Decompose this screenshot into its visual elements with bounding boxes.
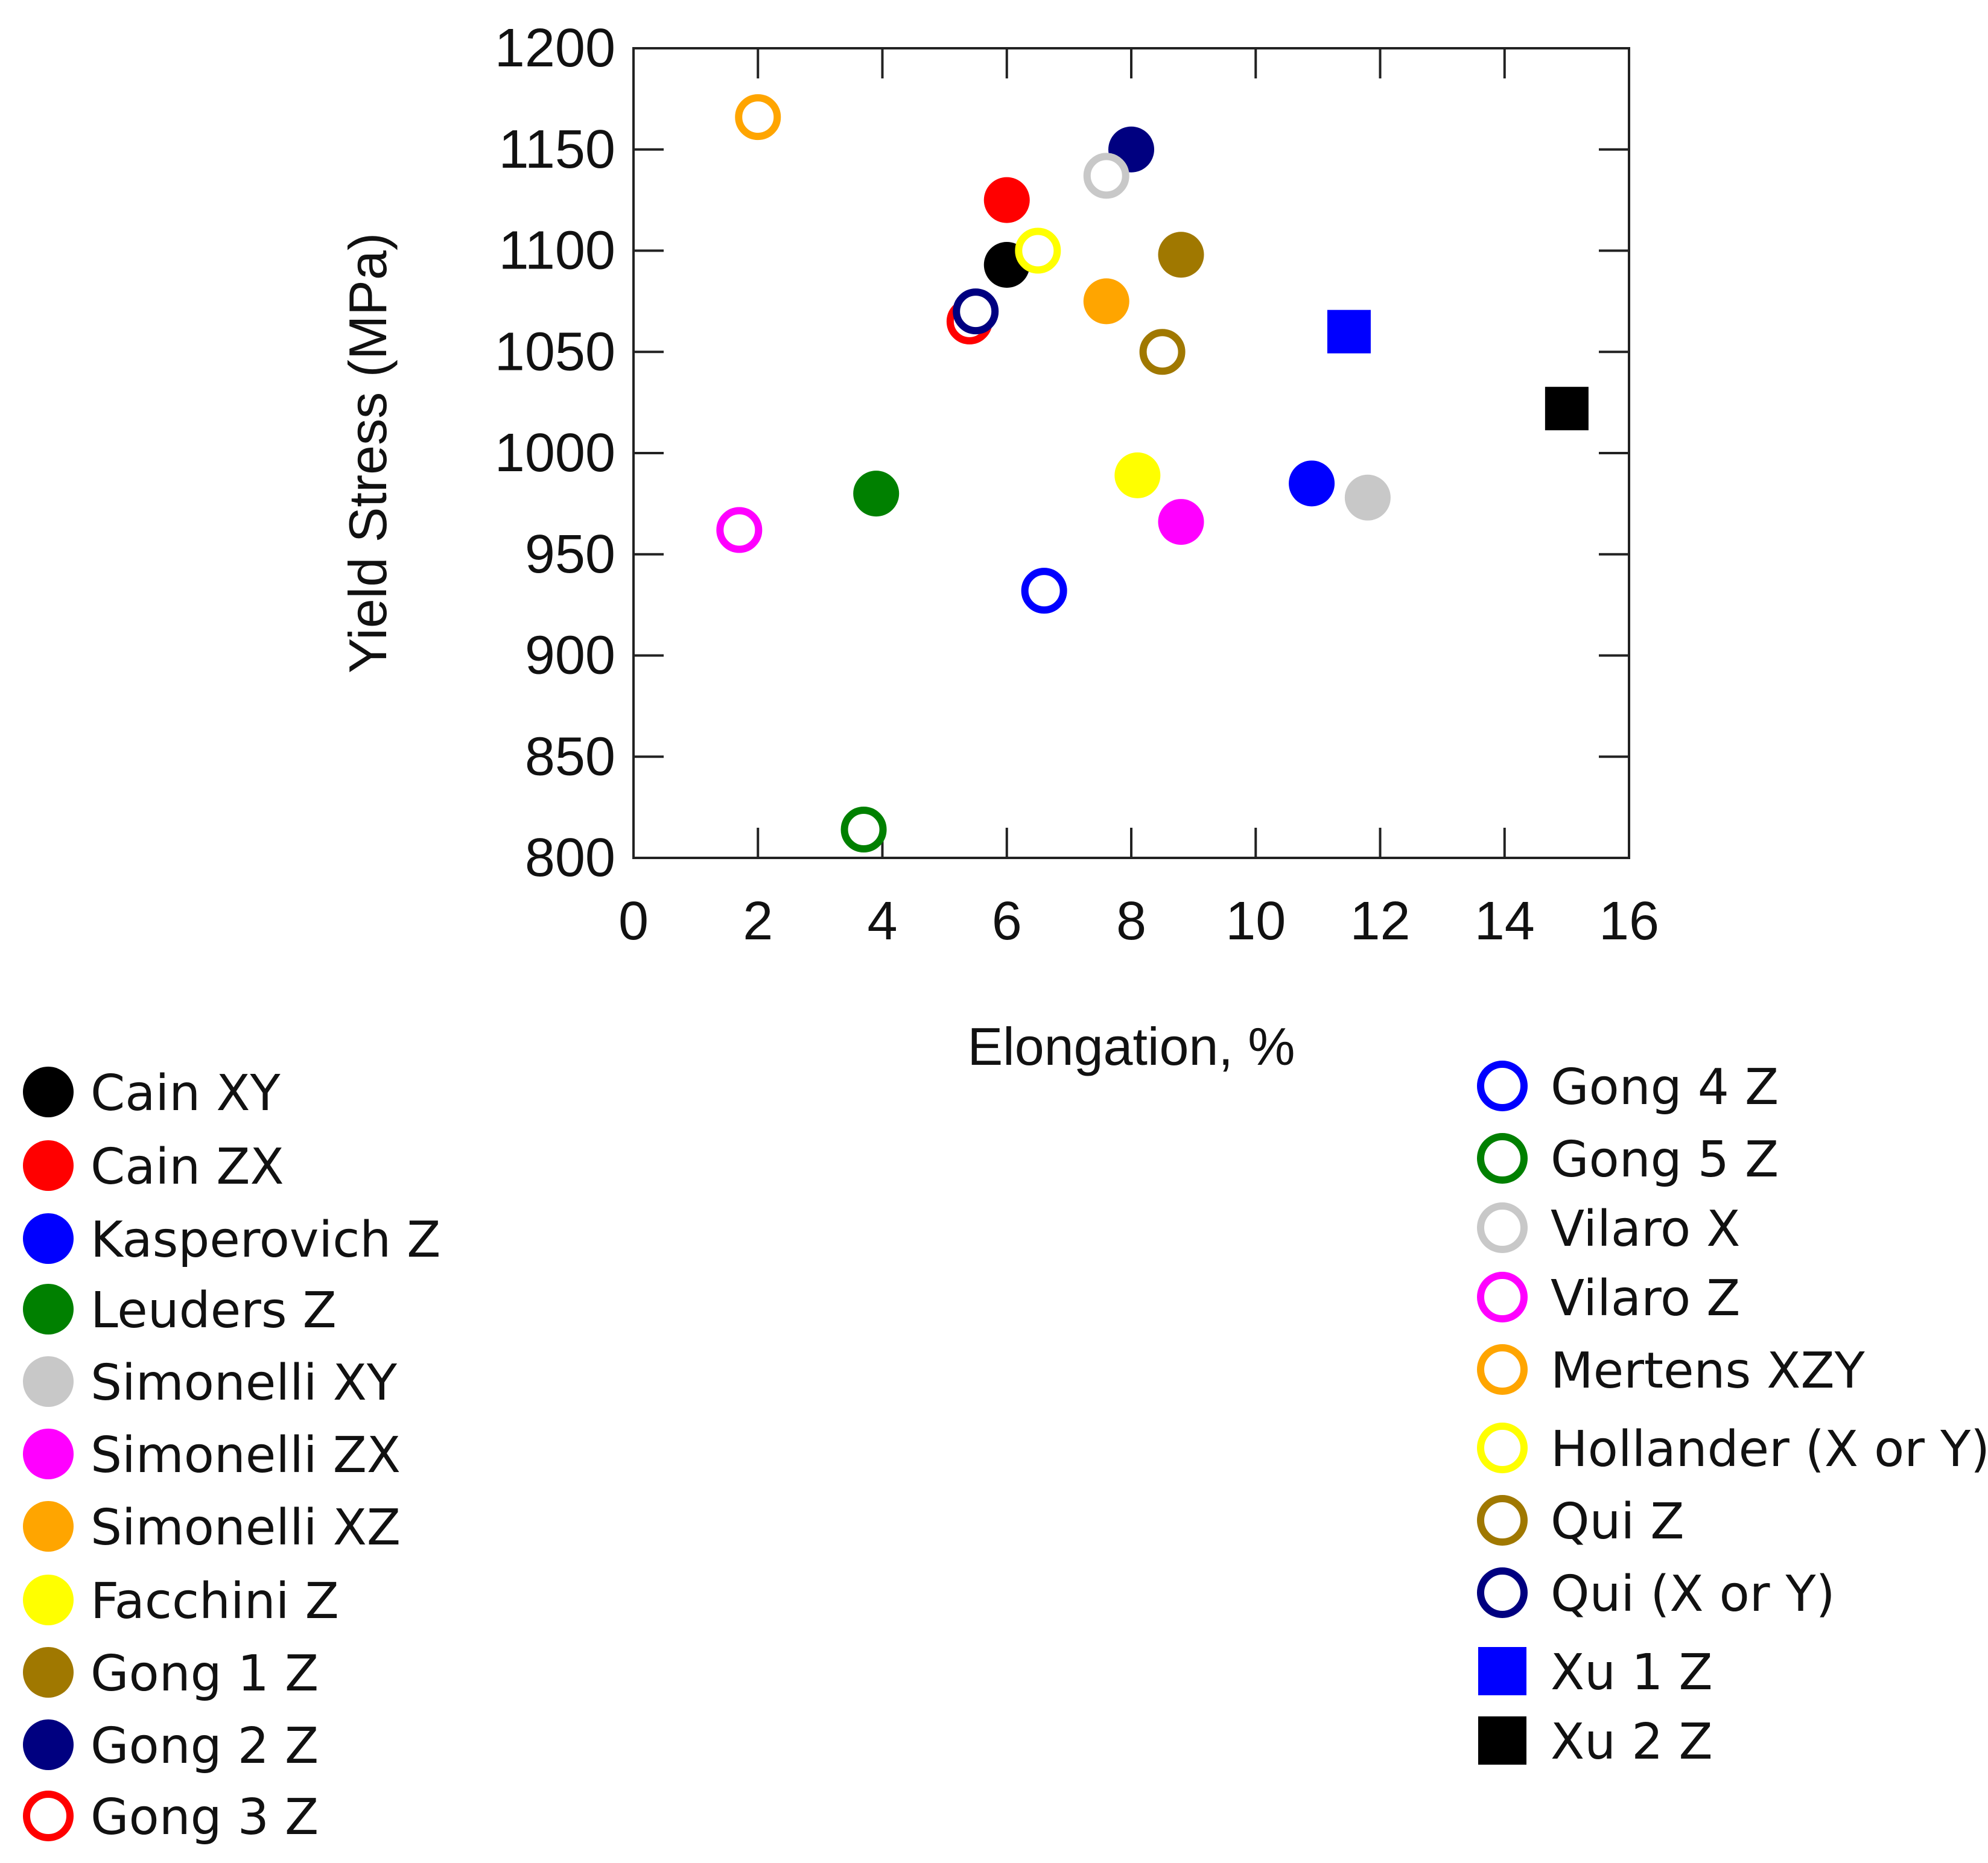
- legend-marker: [1477, 1202, 1528, 1253]
- legend-label: Cain XY: [91, 1065, 281, 1122]
- data-point: [1114, 452, 1161, 498]
- legend-label: Simonelli XY: [91, 1354, 398, 1412]
- y-tick-label: 1200: [495, 18, 615, 78]
- legend-label: Qui (X or Y): [1551, 1566, 1835, 1623]
- legend-marker: [1477, 1133, 1528, 1184]
- y-tick-label: 850: [525, 726, 615, 787]
- legend-marker: [1477, 1272, 1528, 1322]
- legend-label: Gong 1 Z: [91, 1645, 319, 1703]
- x-tick-label: 16: [1599, 891, 1659, 951]
- legend-label: Gong 3 Z: [91, 1789, 319, 1846]
- legend-label: Vilaro X: [1551, 1201, 1740, 1258]
- legend-marker: [1477, 1061, 1528, 1111]
- y-tick-label: 800: [525, 828, 615, 888]
- legend-marker: [23, 1429, 74, 1479]
- x-tick-label: 4: [867, 891, 897, 951]
- legend: Cain XY Cain ZX Kasperovich Z Leuders Z Simo…: [23, 1059, 1988, 1846]
- x-tick-label: 0: [618, 891, 649, 951]
- data-point: [1327, 309, 1371, 354]
- legend-marker: [23, 1067, 74, 1117]
- data-point: [1139, 329, 1186, 375]
- legend-marker: [23, 1284, 74, 1335]
- legend-marker: [23, 1501, 74, 1552]
- x-axis: 0 2 4 6 8 10 12 14 16: [618, 48, 1659, 951]
- x-tick-label: 12: [1350, 891, 1410, 951]
- data-point: [1083, 153, 1129, 199]
- y-tick-label: 900: [525, 626, 615, 686]
- x-tick-label: 6: [992, 891, 1022, 951]
- legend-marker: [1478, 1647, 1526, 1695]
- y-axis-title: Yield Stress (MPa): [338, 233, 398, 673]
- legend-marker: [1477, 1495, 1528, 1546]
- legend-label: Gong 5 Z: [1551, 1131, 1779, 1189]
- data-point: [1344, 474, 1391, 521]
- x-tick-label: 8: [1116, 891, 1146, 951]
- y-tick-label: 1150: [498, 119, 615, 180]
- legend-marker: [1478, 1716, 1526, 1765]
- data-point: [1015, 227, 1061, 274]
- data-point: [853, 471, 900, 517]
- data-point: [1083, 278, 1129, 325]
- data-point: [735, 94, 781, 141]
- legend-label: Hollander (X or Y): [1551, 1421, 1988, 1478]
- legend-label: Gong 2 Z: [91, 1718, 319, 1775]
- x-axis-title: Elongation, %: [967, 1017, 1295, 1076]
- legend-label: Xu 1 Z: [1551, 1644, 1713, 1701]
- data-point: [716, 507, 763, 553]
- data-point: [1545, 387, 1589, 431]
- data-point: [1289, 460, 1335, 507]
- legend-marker: [23, 1213, 74, 1264]
- data-point: [1158, 499, 1204, 545]
- legend-marker: [1477, 1344, 1528, 1395]
- legend-label: Vilaro Z: [1551, 1270, 1740, 1327]
- legend-marker: [23, 1719, 74, 1770]
- legend-marker: [23, 1140, 74, 1191]
- data-point: [1021, 568, 1067, 614]
- legend-label: Xu 2 Z: [1551, 1713, 1713, 1771]
- legend-label: Leuders Z: [91, 1282, 337, 1339]
- data-points: [716, 94, 1589, 853]
- y-tick-label: 950: [525, 524, 615, 585]
- legend-label: Kasperovich Z: [91, 1211, 441, 1269]
- legend-marker: [1477, 1423, 1528, 1473]
- y-tick-label: 1100: [498, 221, 615, 281]
- data-point: [840, 807, 887, 853]
- data-point: [983, 177, 1030, 223]
- legend-label: Mertens XZY: [1551, 1342, 1866, 1400]
- legend-marker: [1477, 1567, 1528, 1618]
- legend-marker: [23, 1791, 74, 1841]
- legend-label: Cain ZX: [91, 1138, 284, 1196]
- y-axis: 800 850 900 950 1000 1050 1100 1150 1200: [495, 18, 1629, 888]
- x-tick-label: 10: [1225, 891, 1286, 951]
- legend-label: Simonelli XZ: [91, 1499, 401, 1557]
- legend-label: Simonelli ZX: [91, 1427, 401, 1484]
- y-tick-label: 1050: [495, 322, 615, 382]
- y-tick-label: 1000: [495, 423, 615, 483]
- legend-label: Qui Z: [1551, 1493, 1685, 1550]
- legend-label: Facchini Z: [91, 1573, 339, 1630]
- legend-marker: [23, 1647, 74, 1698]
- x-tick-label: 2: [743, 891, 773, 951]
- legend-marker: [23, 1575, 74, 1625]
- data-point: [953, 288, 999, 335]
- legend-marker: [23, 1356, 74, 1407]
- data-point: [1158, 232, 1204, 278]
- x-tick-label: 14: [1475, 891, 1535, 951]
- legend-label: Gong 4 Z: [1551, 1059, 1779, 1116]
